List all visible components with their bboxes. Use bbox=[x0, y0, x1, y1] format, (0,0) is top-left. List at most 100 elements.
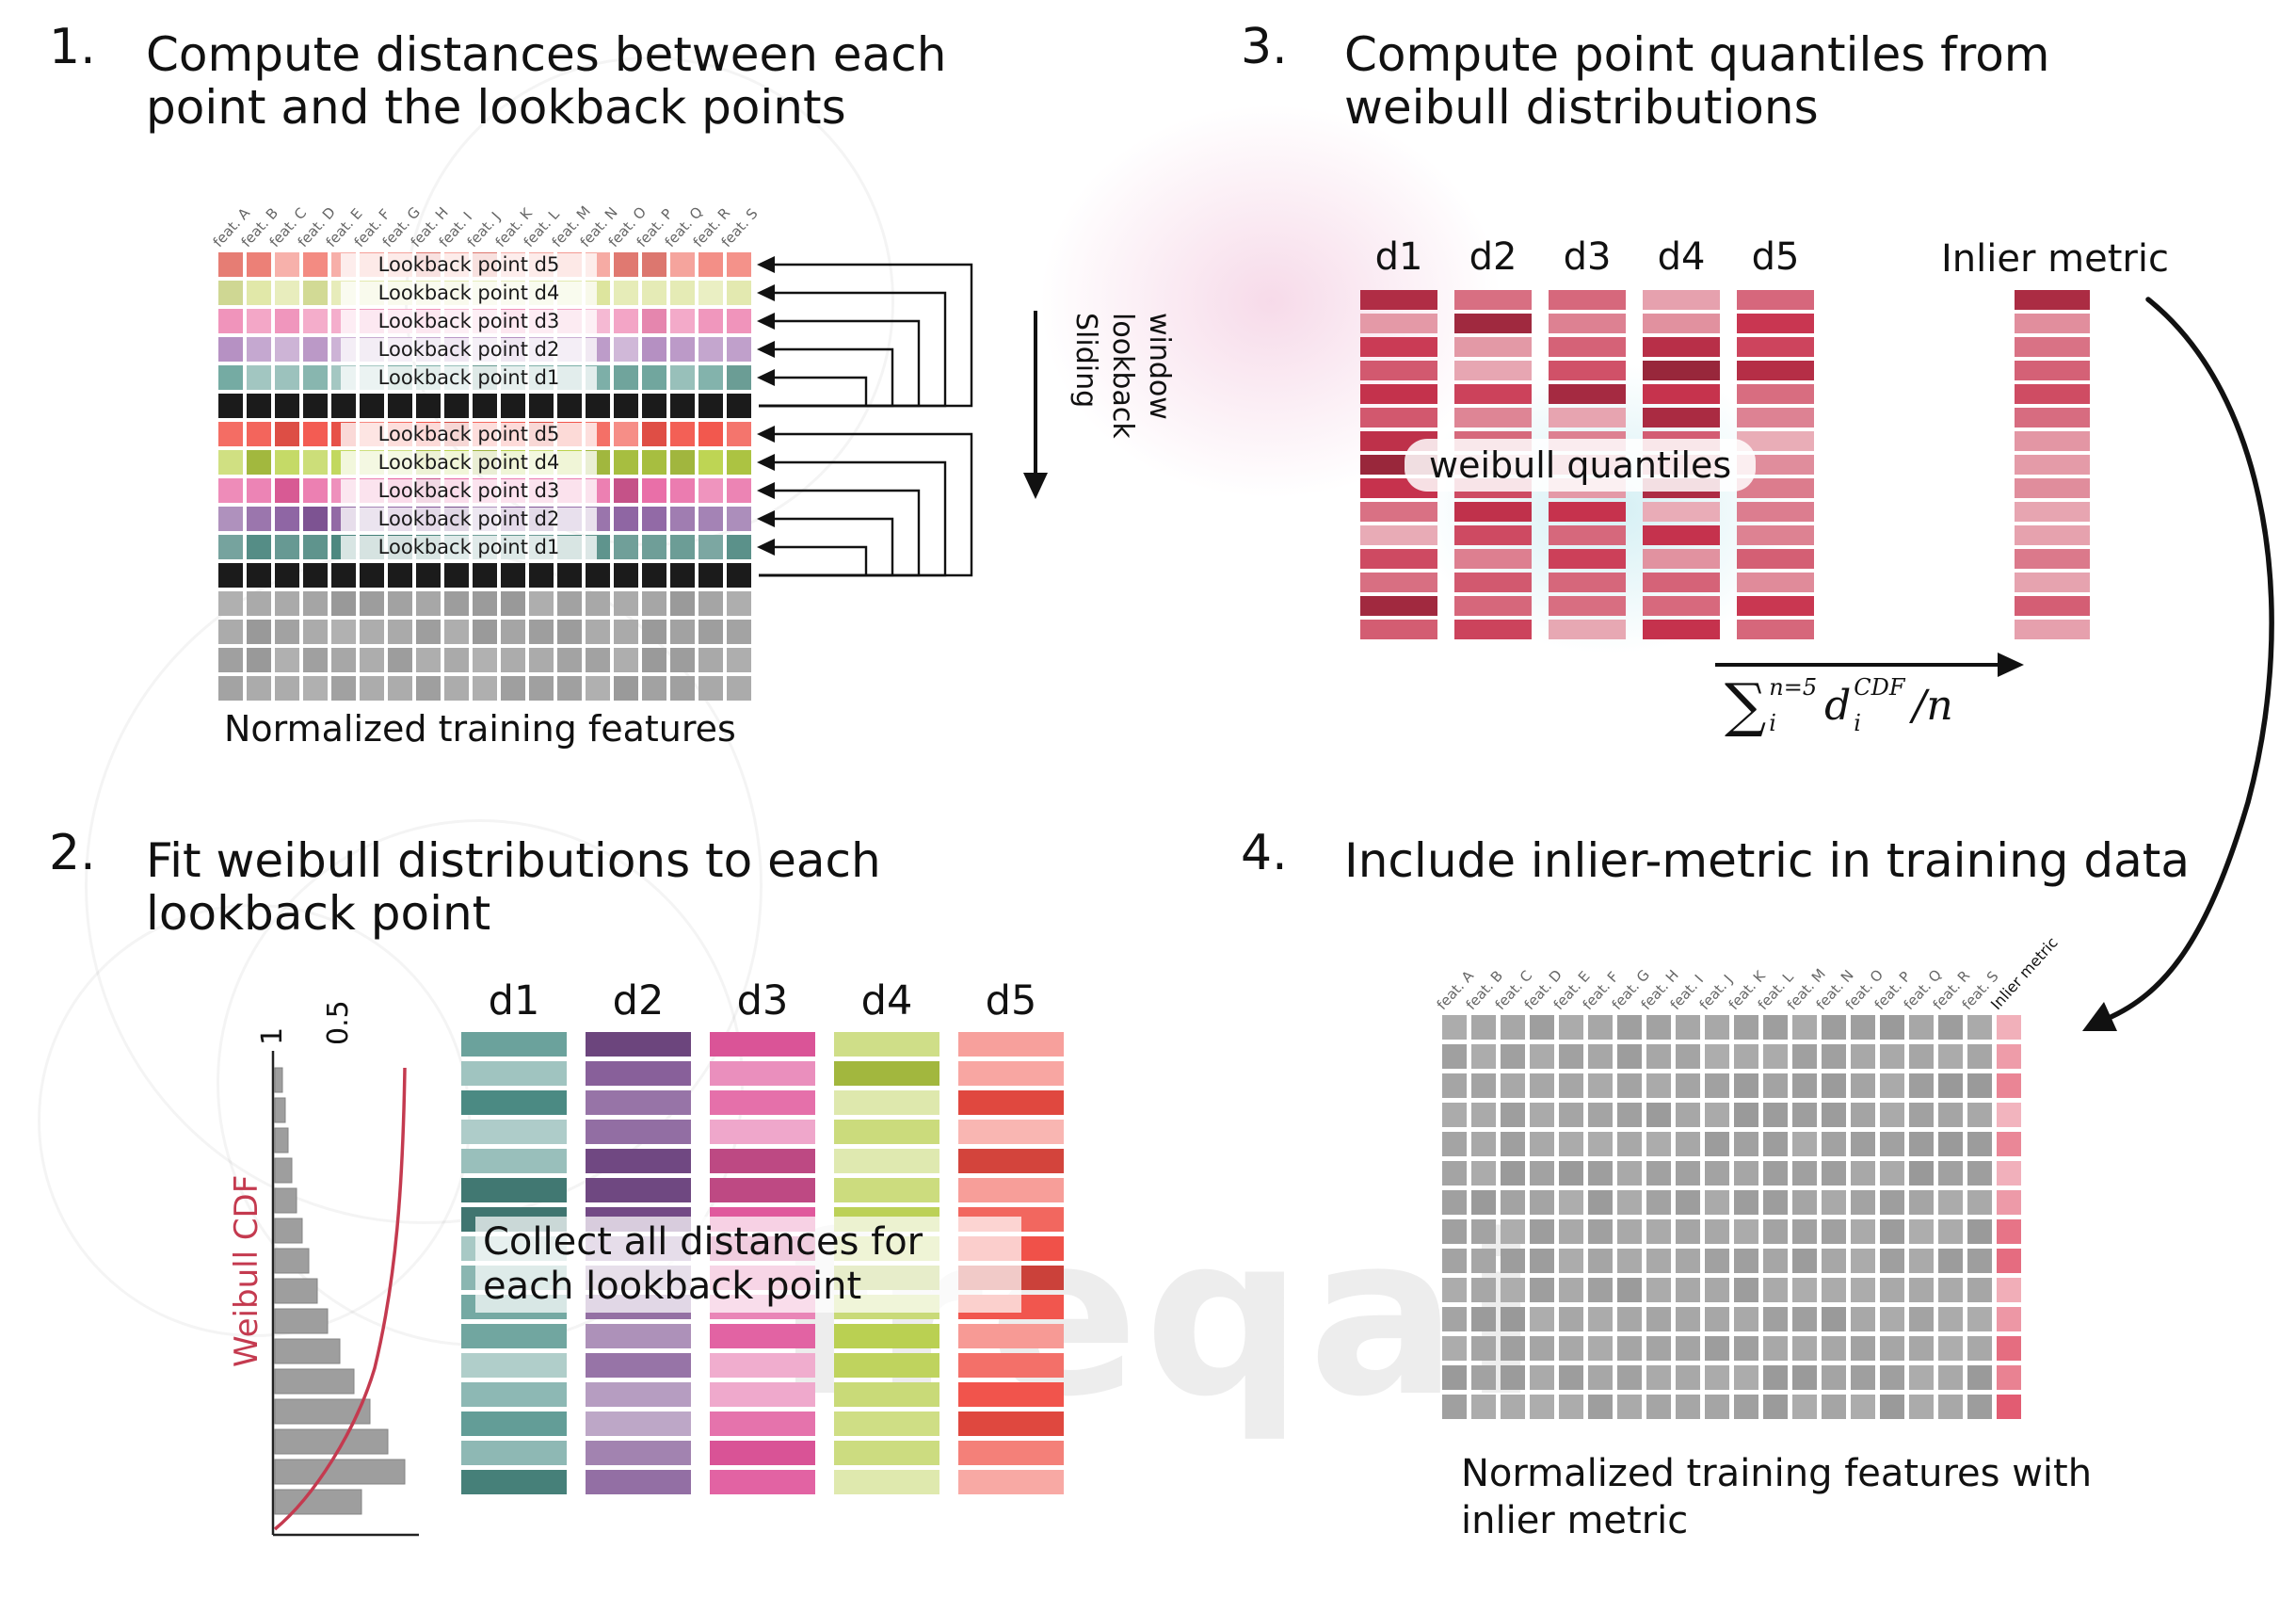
column-header: d3 bbox=[1563, 235, 1612, 279]
grid-cell bbox=[1617, 1044, 1642, 1069]
inlier-bar bbox=[2015, 478, 2090, 498]
grid-cell bbox=[473, 563, 497, 588]
grid-cell bbox=[1588, 1307, 1613, 1331]
grid-cell bbox=[275, 252, 299, 277]
grid-cell bbox=[1938, 1132, 1963, 1156]
grid-cell bbox=[1530, 1249, 1554, 1273]
grid-cell bbox=[1646, 1015, 1671, 1040]
grid-cell bbox=[360, 676, 384, 701]
grid-cell bbox=[275, 676, 299, 701]
grid-cell bbox=[614, 478, 638, 503]
grid-cell bbox=[444, 620, 469, 644]
p1-row-labels: Lookback point d5 Lookback point d4 Lookba… bbox=[218, 252, 751, 701]
quantile-bar bbox=[1360, 549, 1437, 569]
grid-cell bbox=[1705, 1249, 1729, 1273]
quantile-column-d3: d3 bbox=[1549, 235, 1626, 639]
grid-cell bbox=[727, 620, 751, 644]
grid-cell bbox=[1822, 1395, 1846, 1419]
grid-cell bbox=[1997, 1073, 2021, 1098]
grid-cell bbox=[1471, 1307, 1496, 1331]
grid-cell bbox=[444, 648, 469, 672]
grid-cell bbox=[670, 394, 695, 418]
grid-cell bbox=[303, 563, 328, 588]
distance-bar bbox=[710, 1382, 815, 1407]
grid-cell bbox=[642, 478, 666, 503]
lookback-row-label: Lookback point d5 bbox=[341, 423, 597, 446]
grid-cell bbox=[247, 450, 271, 475]
grid-cell bbox=[1938, 1044, 1963, 1069]
quantile-bar bbox=[1737, 620, 1814, 639]
grid-cell bbox=[1997, 1278, 2021, 1302]
grid-cell bbox=[444, 394, 469, 418]
grid-cell bbox=[1851, 1336, 1875, 1361]
grid-cell bbox=[727, 309, 751, 333]
quantile-bar bbox=[1737, 455, 1814, 475]
grid-cell bbox=[1938, 1395, 1963, 1419]
grid-cell bbox=[275, 365, 299, 390]
grid-cell bbox=[1734, 1103, 1758, 1127]
grid-cell bbox=[670, 648, 695, 672]
grid-cell bbox=[501, 648, 525, 672]
grid-cell bbox=[303, 337, 328, 362]
grid-cell bbox=[1763, 1073, 1788, 1098]
grid-cell bbox=[614, 648, 638, 672]
distance-bar bbox=[710, 1441, 815, 1465]
grid-cell bbox=[218, 337, 243, 362]
panel2-title: Fit weibull distributions to each lookba… bbox=[146, 833, 881, 941]
grid-cell bbox=[1676, 1307, 1700, 1331]
quantile-bar bbox=[1643, 525, 1720, 545]
lookback-row-label: Lookback point d3 bbox=[341, 310, 597, 333]
grid-cell bbox=[1967, 1278, 1992, 1302]
grid-cell bbox=[642, 535, 666, 559]
weibull-cdf-curve bbox=[273, 1067, 407, 1531]
grid-cell bbox=[1909, 1219, 1934, 1244]
grid-cell bbox=[1530, 1307, 1554, 1331]
grid-cell bbox=[1909, 1278, 1934, 1302]
grid-cell bbox=[218, 676, 243, 701]
distance-bar bbox=[461, 1324, 567, 1348]
grid-cell bbox=[1851, 1161, 1875, 1186]
grid-cell bbox=[1646, 1365, 1671, 1390]
grid-cell bbox=[1851, 1073, 1875, 1098]
inlier-bar bbox=[2015, 502, 2090, 522]
quantile-bar bbox=[1549, 502, 1626, 522]
grid-cell bbox=[416, 676, 441, 701]
grid-cell bbox=[586, 648, 610, 672]
grid-cell bbox=[1909, 1015, 1934, 1040]
grid-cell bbox=[1734, 1161, 1758, 1186]
grid-cell bbox=[1559, 1161, 1583, 1186]
grid-cell bbox=[1646, 1073, 1671, 1098]
grid-cell bbox=[247, 365, 271, 390]
quantile-bar bbox=[1360, 525, 1437, 545]
grid-cell bbox=[614, 252, 638, 277]
grid-cell bbox=[727, 507, 751, 531]
grid-cell bbox=[670, 507, 695, 531]
grid-cell bbox=[1705, 1336, 1729, 1361]
quantile-bar bbox=[1737, 596, 1814, 616]
lookback-arrow-path bbox=[759, 517, 894, 577]
grid-cell bbox=[303, 252, 328, 277]
distance-bar bbox=[586, 1120, 691, 1144]
grid-cell bbox=[1734, 1365, 1758, 1390]
grid-cell bbox=[1646, 1249, 1671, 1273]
grid-cell bbox=[1646, 1161, 1671, 1186]
grid-cell bbox=[247, 563, 271, 588]
distance-bar bbox=[461, 1061, 567, 1086]
grid-cell bbox=[1822, 1219, 1846, 1244]
sum-symbol: ∑ bbox=[1725, 670, 1767, 739]
grid-cell bbox=[1442, 1132, 1467, 1156]
grid-cell bbox=[1617, 1307, 1642, 1331]
quantile-bar bbox=[1549, 290, 1626, 310]
grid-cell bbox=[303, 450, 328, 475]
grid-cell bbox=[1734, 1249, 1758, 1273]
grid-cell bbox=[1588, 1395, 1613, 1419]
distance-bar bbox=[958, 1178, 1064, 1202]
quantile-bar bbox=[1454, 361, 1532, 380]
distance-bar bbox=[586, 1470, 691, 1494]
quantile-bar bbox=[1454, 384, 1532, 404]
grid-cell bbox=[1676, 1395, 1700, 1419]
grid-cell bbox=[727, 535, 751, 559]
grid-cell bbox=[1501, 1219, 1525, 1244]
grid-cell bbox=[444, 591, 469, 616]
tick-1: 1 bbox=[256, 1027, 289, 1045]
